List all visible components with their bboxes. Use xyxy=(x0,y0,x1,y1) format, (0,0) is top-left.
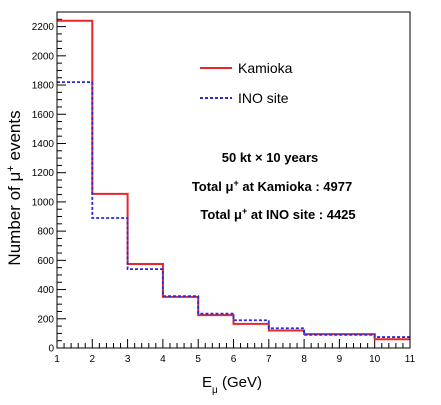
y-tick-label: 1600 xyxy=(32,110,55,121)
series-ino-site xyxy=(57,81,410,338)
x-tick-label: 11 xyxy=(405,354,416,365)
y-tick-label: 1800 xyxy=(32,81,55,92)
legend: Kamioka INO site xyxy=(200,60,293,106)
series-lines xyxy=(57,19,410,341)
y-tick-label: 600 xyxy=(37,256,54,267)
x-tick-label: 2 xyxy=(90,354,96,365)
y-tick-label: 1200 xyxy=(32,168,55,179)
x-tick-label: 8 xyxy=(301,354,307,365)
y-tick-label: 2000 xyxy=(32,51,55,62)
x-axis-title: Eμ (GeV) xyxy=(202,374,262,396)
x-tick-label: 5 xyxy=(195,354,201,365)
annotations: 50 kt × 10 years Total μ+ at Kamioka : 4… xyxy=(192,150,356,222)
x-tick-label: 4 xyxy=(160,354,166,365)
annotation-total-kamioka: Total μ+ at Kamioka : 4977 xyxy=(192,178,352,194)
x-tick-label: 9 xyxy=(337,354,343,365)
x-tick-label: 1 xyxy=(54,354,60,365)
tick-labels: 1 2 3 4 5 6 7 8 9 10 11 0 200 400 600 800 1000 1200 1400 16… xyxy=(32,22,416,365)
y-tick-label: 2200 xyxy=(32,22,55,33)
y-tick-label: 0 xyxy=(48,344,54,355)
y-tick-label: 1000 xyxy=(32,197,55,208)
y-tick-label: 800 xyxy=(37,227,54,238)
y-tick-label: 400 xyxy=(37,285,54,296)
x-tick-label: 3 xyxy=(125,354,131,365)
x-tick-label: 6 xyxy=(231,354,237,365)
annotation-exposure: 50 kt × 10 years xyxy=(222,150,319,165)
x-tick-label: 10 xyxy=(369,354,381,365)
axis-ticks xyxy=(56,11,411,349)
legend-label-ino: INO site xyxy=(238,90,289,106)
legend-label-kamioka: Kamioka xyxy=(238,60,293,76)
annotation-total-ino: Total μ+ at INO site : 4425 xyxy=(200,206,355,222)
y-tick-label: 200 xyxy=(37,314,54,325)
y-tick-label: 1400 xyxy=(32,139,55,150)
y-axis-title: Number of μ+ events xyxy=(5,110,24,265)
x-tick-label: 7 xyxy=(266,354,272,365)
plot-frame xyxy=(56,11,411,349)
